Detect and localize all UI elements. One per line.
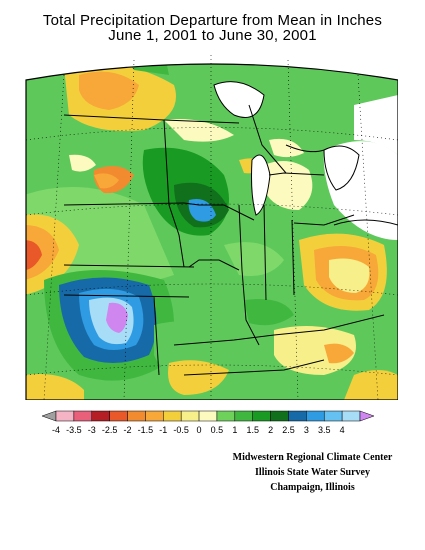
graticule bbox=[25, 55, 398, 400]
legend-label: 2 bbox=[268, 425, 273, 435]
legend-label: -2.5 bbox=[102, 425, 118, 435]
precipitation-map bbox=[25, 55, 398, 400]
legend-swatch bbox=[341, 410, 361, 422]
map-subtitle-dates: June 1, 2001 to June 30, 2001 bbox=[108, 27, 317, 44]
legend-label: 4 bbox=[340, 425, 345, 435]
legend-swatch bbox=[198, 410, 218, 422]
legend-label: -2 bbox=[124, 425, 132, 435]
legend-label: -4 bbox=[52, 425, 60, 435]
legend-swatch bbox=[252, 410, 271, 422]
legend-swatch bbox=[234, 410, 253, 422]
legend-swatch bbox=[306, 410, 325, 422]
legend-label: -1.5 bbox=[138, 425, 154, 435]
legend-swatches bbox=[41, 410, 375, 422]
legend-label: -3.5 bbox=[66, 425, 82, 435]
state-boundaries bbox=[63, 104, 385, 376]
legend-swatch bbox=[145, 410, 164, 422]
legend-swatch bbox=[270, 410, 289, 422]
legend-labels: -4 -3.5 -3 -2.5 -2 -1.5 -1 -0.5 0 0.5 1 1.5 2 2.5 3 3.5… bbox=[52, 425, 345, 435]
legend-label: 0 bbox=[197, 425, 202, 435]
legend-label: 0.5 bbox=[211, 425, 224, 435]
credit-mrcc: Midwestern Regional Climate Center bbox=[232, 452, 393, 463]
credit-isws: Illinois State Water Survey bbox=[255, 467, 370, 478]
legend-swatch bbox=[288, 410, 307, 422]
map-border bbox=[25, 63, 398, 400]
legend-label: 1 bbox=[232, 425, 237, 435]
lake-outlines bbox=[213, 81, 398, 226]
legend-label: -0.5 bbox=[173, 425, 189, 435]
legend-label: 3.5 bbox=[318, 425, 331, 435]
legend-label: 1.5 bbox=[246, 425, 259, 435]
legend-swatch bbox=[359, 410, 375, 422]
credit-location: Champaign, Illinois bbox=[270, 482, 355, 493]
map-title: Total Precipitation Departure from Mean … bbox=[42, 12, 383, 29]
legend-label: 3 bbox=[304, 425, 309, 435]
legend-swatch bbox=[73, 410, 93, 422]
legend-swatch bbox=[55, 410, 75, 422]
legend-swatch bbox=[323, 410, 343, 422]
legend-label: -1 bbox=[159, 425, 167, 435]
legend-swatch bbox=[163, 410, 182, 422]
color-legend: -4 -3.5 -3 -2.5 -2 -1.5 -1 -0.5 0 0.5 1 1.5 2 2.5 3 3.5… bbox=[41, 410, 375, 435]
legend-swatch bbox=[41, 410, 57, 422]
legend-swatch bbox=[127, 410, 146, 422]
legend-swatch bbox=[91, 410, 110, 422]
legend-swatch bbox=[216, 410, 236, 422]
precipitation-field bbox=[26, 64, 398, 400]
legend-swatch bbox=[109, 410, 128, 422]
legend-label: 2.5 bbox=[282, 425, 295, 435]
legend-label: -3 bbox=[88, 425, 96, 435]
legend-swatch bbox=[180, 410, 200, 422]
